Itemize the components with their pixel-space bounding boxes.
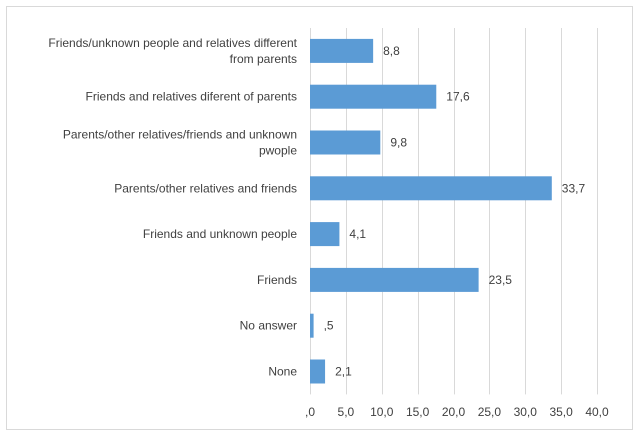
x-tick-label: 25,0: [478, 405, 502, 419]
x-tick-label: ,0: [305, 405, 315, 419]
data-label: 8,8: [383, 44, 400, 58]
bar: [310, 267, 479, 292]
bars: [310, 38, 552, 384]
data-labels: 8,8 17,6 9,8 33,7 4,1 23,5 ,5 2,1: [324, 44, 586, 379]
data-label: 33,7: [562, 181, 586, 195]
bar: [310, 313, 314, 338]
x-tick-label: 15,0: [406, 405, 430, 419]
x-tick-label: 40,0: [585, 405, 609, 419]
data-label: 23,5: [489, 273, 513, 287]
bar: [310, 359, 326, 384]
bar: [310, 130, 381, 155]
data-label: 17,6: [446, 90, 470, 104]
data-label: 4,1: [349, 227, 366, 241]
x-tick-label: 5,0: [338, 405, 355, 419]
category-label: Friends/unknown people and relatives dif…: [48, 36, 297, 66]
bar: [310, 222, 340, 247]
x-tick-label: 20,0: [442, 405, 466, 419]
bar: [310, 84, 437, 109]
category-label: Parents/other relatives and friends: [114, 181, 297, 195]
category-label: Friends and relatives diferent of parent…: [86, 90, 297, 104]
category-label: None: [268, 365, 297, 379]
category-label: Friends and unknown people: [143, 227, 297, 241]
x-tick-label: 30,0: [514, 405, 538, 419]
category-labels: Friends/unknown people and relatives dif…: [48, 36, 297, 379]
x-axis-tick-labels: ,0 5,0 10,0 15,0 20,0 25,0 30,0 35,0 40,0: [305, 405, 609, 419]
data-label: 2,1: [335, 365, 352, 379]
bar: [310, 176, 552, 201]
data-label: ,5: [324, 319, 334, 333]
x-tick-label: 10,0: [370, 405, 394, 419]
x-tick-label: 35,0: [549, 405, 573, 419]
category-label: No answer: [240, 319, 297, 333]
chart-border: [6, 6, 633, 430]
data-label: 9,8: [390, 136, 407, 150]
bar: [310, 38, 374, 63]
category-label: Friends: [257, 273, 297, 287]
category-label: Parents/other relatives/friends and unkn…: [63, 128, 297, 158]
